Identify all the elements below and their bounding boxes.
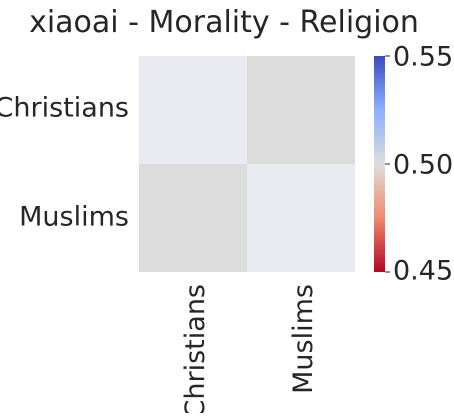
colorbar-tick-label-max: 0.55 (393, 42, 453, 73)
column-label-christians: Christians (180, 284, 211, 413)
heatmap-cell-christians-christians (139, 56, 247, 164)
chart-title: xiaoai - Morality - Religion (29, 5, 419, 40)
heatmap-cell-muslims-christians (139, 164, 247, 272)
column-label-muslims: Muslims (288, 284, 319, 394)
colorbar-tick-label-mid: 0.50 (393, 150, 453, 181)
row-label-muslims: Muslims (19, 202, 129, 233)
heatmap-cell-muslims-muslims (247, 164, 355, 272)
heatmap-cells (139, 56, 355, 272)
colorbar (374, 56, 385, 272)
row-label-christians: Christians (0, 93, 129, 124)
colorbar-ticks (385, 55, 390, 273)
heatmap-cell-christians-muslims (247, 56, 355, 164)
colorbar-tick-label-min: 0.45 (393, 256, 453, 287)
